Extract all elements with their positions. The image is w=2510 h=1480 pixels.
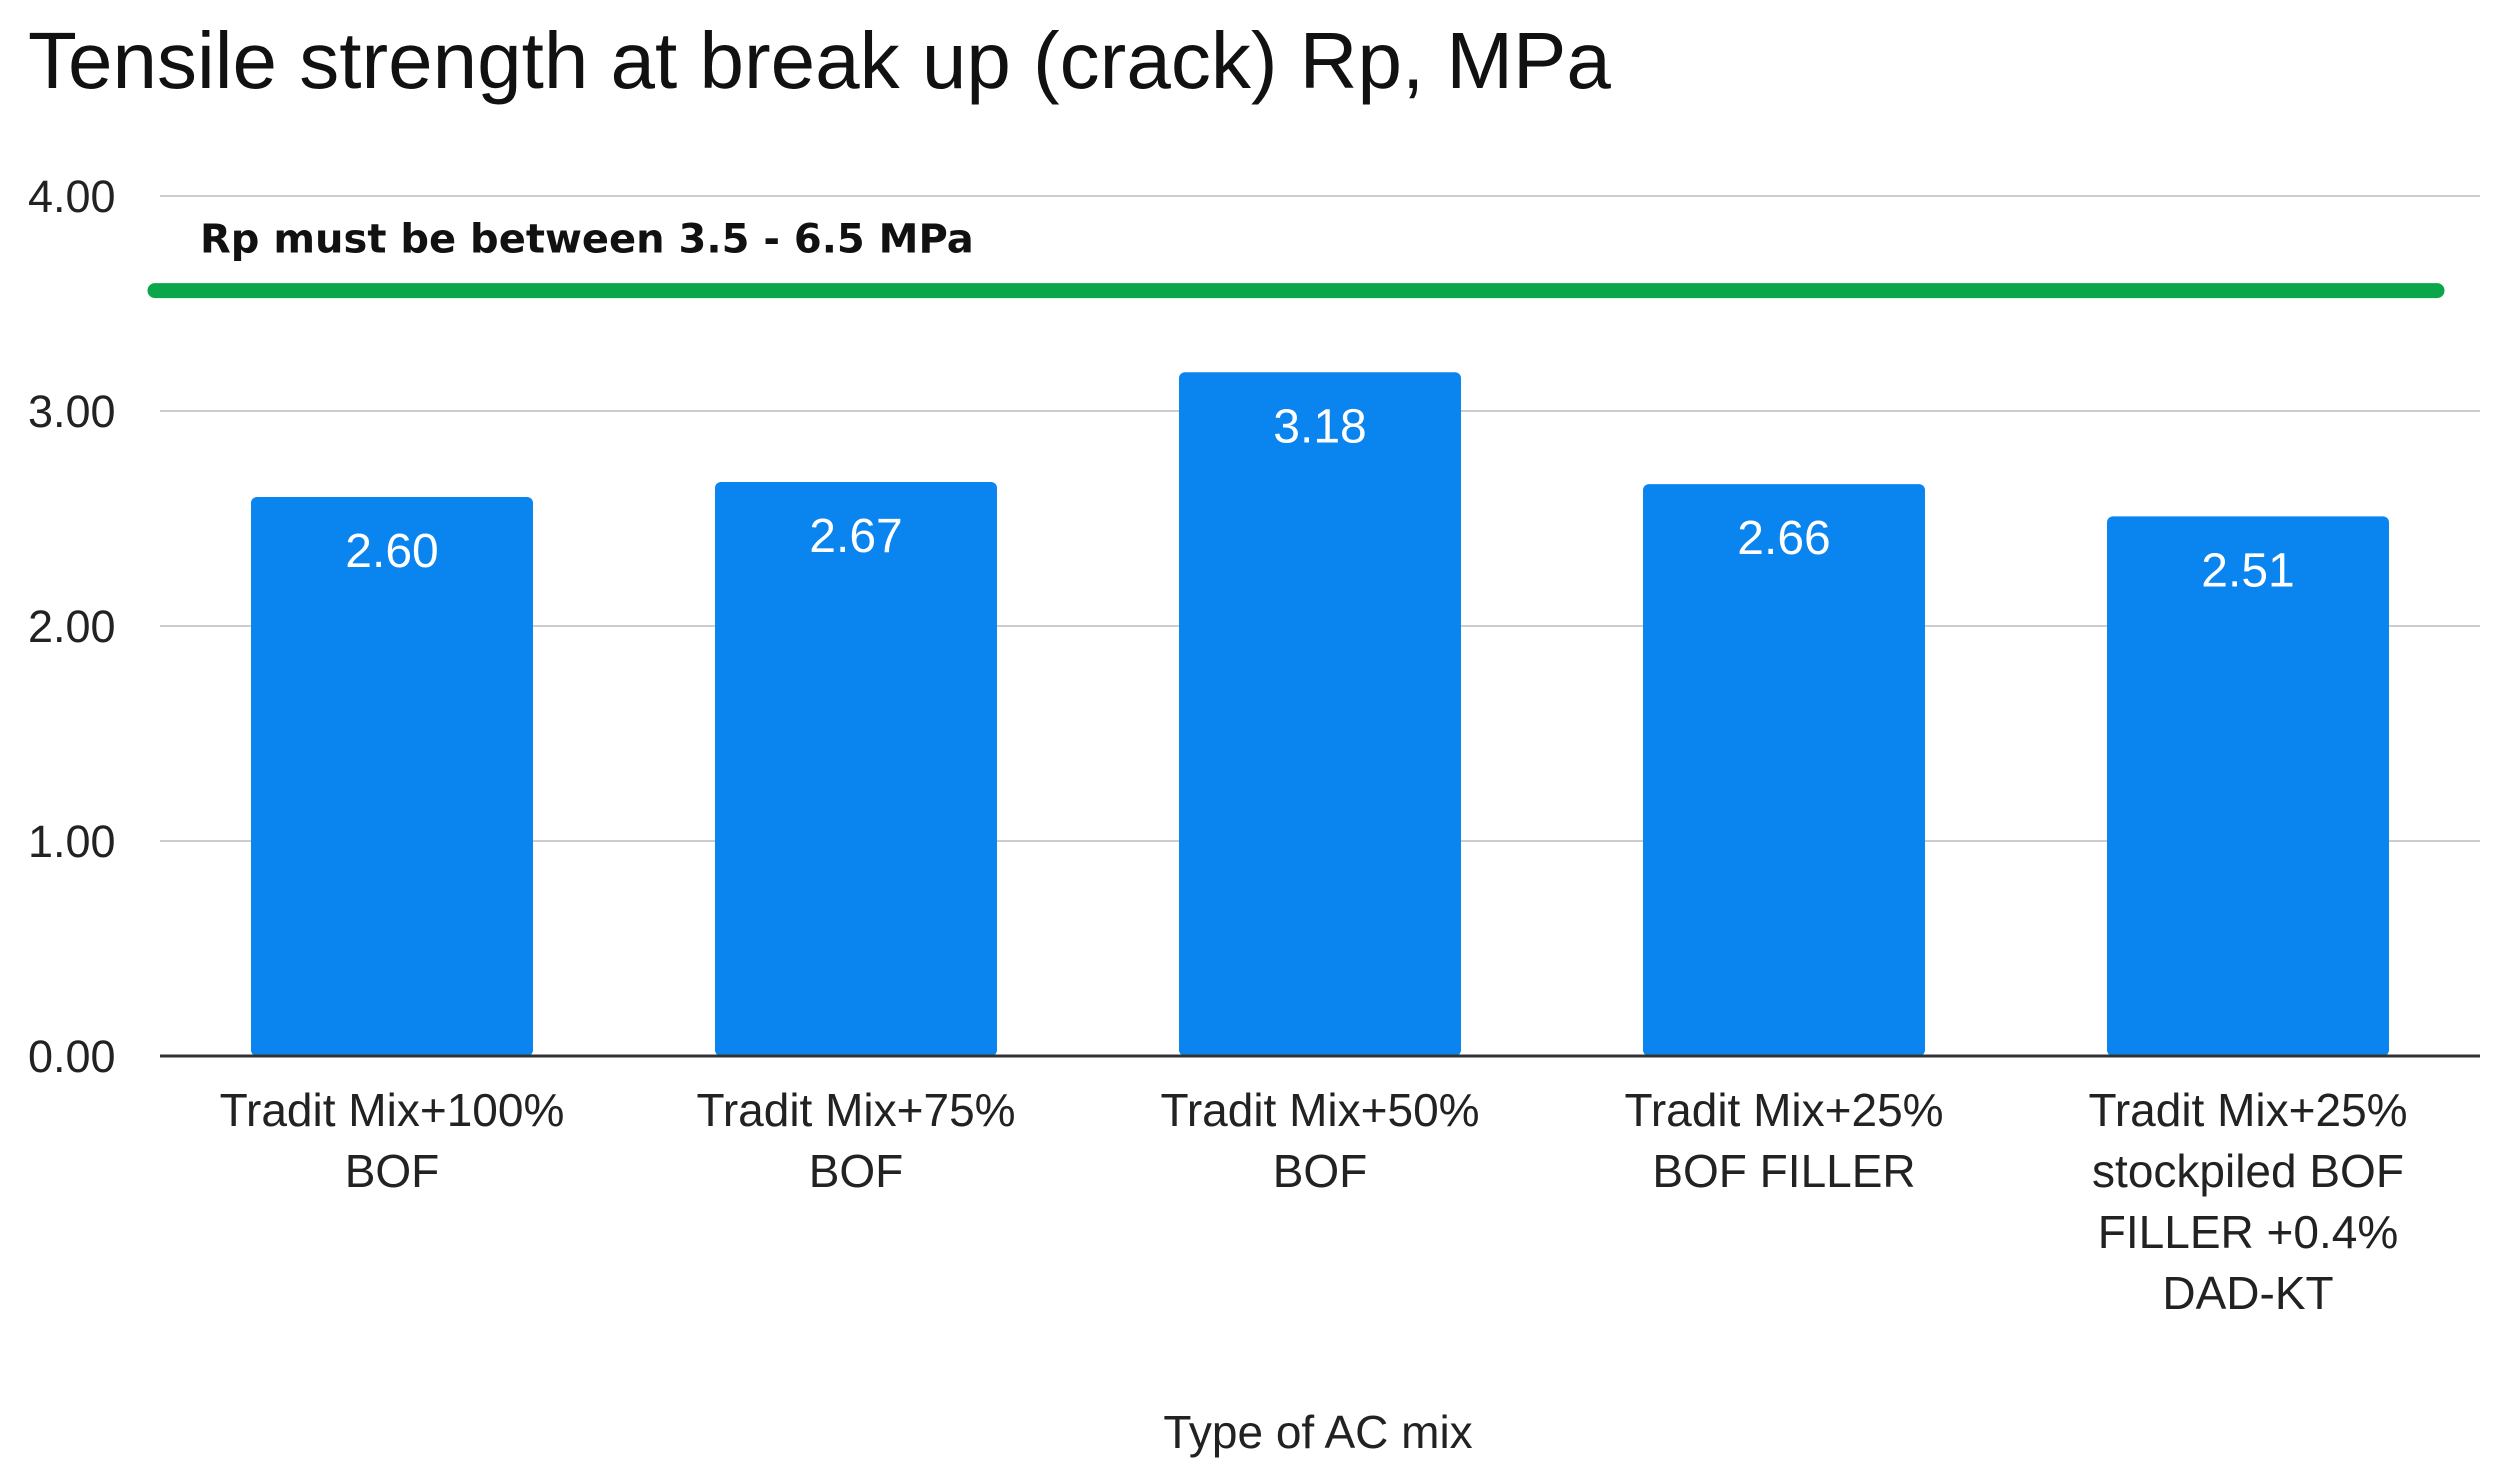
x-category-line: Tradit Mix+25% (2088, 1084, 2407, 1136)
x-category-line: BOF (345, 1145, 440, 1197)
x-category-line: BOF FILLER (1652, 1145, 1915, 1197)
x-category-line: DAD-KT (2162, 1267, 2333, 1319)
chart-title: Tensile strength at break up (crack) Rp,… (28, 16, 1611, 105)
reference-line-label: Rp must be between 3.5 - 6.5 MPa (200, 217, 974, 263)
bar (1179, 372, 1461, 1056)
bar-value-label: 3.18 (1273, 400, 1366, 453)
x-category-label: Tradit Mix+25% BOF FILLER (1624, 1084, 1943, 1197)
y-axis-ticks: 0.00 1.00 2.00 3.00 4.00 (28, 171, 116, 1082)
x-category-line: BOF (809, 1145, 904, 1197)
bar-value-label: 2.67 (809, 510, 902, 563)
x-category-line: Tradit Mix+25% (1624, 1084, 1943, 1136)
y-tick-label: 3.00 (28, 386, 116, 437)
x-category-line: Tradit Mix+100% (220, 1084, 565, 1136)
x-category-line: FILLER +0.4% (2098, 1206, 2398, 1258)
x-category-label: Tradit Mix+25% stockpiled BOF FILLER +0.4%… (2088, 1084, 2407, 1319)
bar (715, 481, 997, 1056)
y-tick-label: 2.00 (28, 601, 116, 652)
bar-value-label: 2.66 (1737, 512, 1830, 565)
y-tick-label: 4.00 (28, 171, 116, 222)
y-tick-label: 0.00 (28, 1031, 116, 1082)
reference-line-group: Rp must be between 3.5 - 6.5 MPa (147, 217, 2445, 299)
x-axis-label: Type of AC mix (1163, 1406, 1472, 1458)
x-category-label: Tradit Mix+75% BOF (696, 1084, 1015, 1197)
x-category-line: Tradit Mix+50% (1160, 1084, 1479, 1136)
bar (251, 497, 533, 1056)
bars (251, 372, 2389, 1057)
x-category-label: Tradit Mix+50% BOF (1160, 1084, 1479, 1197)
y-tick-label: 1.00 (28, 816, 116, 867)
bar-value-label: 2.60 (345, 525, 438, 578)
bar (2107, 516, 2389, 1056)
bar-value-label: 2.51 (2201, 544, 2294, 597)
x-category-line: BOF (1273, 1145, 1368, 1197)
x-category-line: Tradit Mix+75% (696, 1084, 1015, 1136)
x-category-label: Tradit Mix+100% BOF (220, 1084, 565, 1197)
x-category-line: stockpiled BOF (2092, 1145, 2404, 1197)
bar (1643, 484, 1925, 1057)
data-labels: 2.60 2.67 3.18 2.66 2.51 (345, 400, 2294, 597)
